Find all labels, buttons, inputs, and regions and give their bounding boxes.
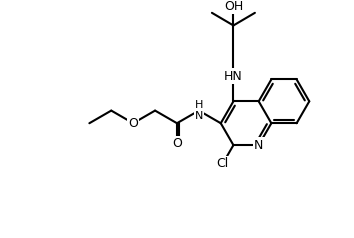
- Text: O: O: [128, 117, 138, 130]
- Text: N: N: [254, 139, 263, 152]
- Text: O: O: [172, 137, 182, 150]
- Text: H
N: H N: [195, 100, 203, 121]
- Text: OH: OH: [224, 0, 243, 13]
- Text: Cl: Cl: [217, 157, 229, 170]
- Text: HN: HN: [224, 69, 243, 83]
